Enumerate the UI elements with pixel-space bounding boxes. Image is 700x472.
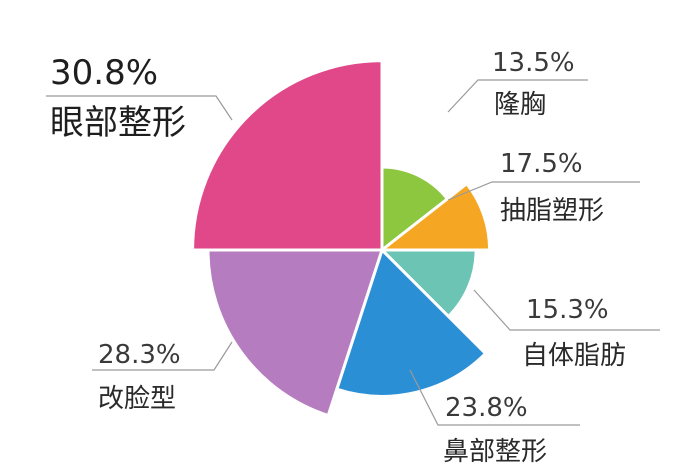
slice-labels: 13.5% 隆胸 17.5% 抽脂塑形 15.3% 自体脂肪 23.8% 鼻部整… <box>50 48 626 467</box>
slice-liposuction <box>377 181 492 252</box>
leader-line-liposuction <box>447 181 640 201</box>
name-label-breast: 隆胸 <box>494 90 546 120</box>
name-label-liposuction: 抽脂塑形 <box>500 196 604 226</box>
slice-eye-surgery <box>191 59 384 252</box>
name-label-face-contour: 改脸型 <box>98 384 176 414</box>
name-label-fat-graft: 自体脂肪 <box>522 341 626 371</box>
pct-label-fat-graft: 15.3% <box>526 295 609 325</box>
leader-line-eye-surgery <box>46 95 233 121</box>
name-label-eye-surgery: 眼部整形 <box>50 103 186 143</box>
pct-label-rhinoplasty: 23.8% <box>445 393 528 423</box>
leader-line-fat-graft <box>473 289 660 331</box>
slice-fat-graft <box>378 248 478 319</box>
slice-face-contour <box>206 248 385 418</box>
leader-lines <box>46 79 660 426</box>
slice-rhinoplasty <box>334 247 488 398</box>
slice-breast <box>380 165 450 254</box>
leader-line-rhinoplasty <box>409 369 580 426</box>
leader-line-face-contour <box>92 341 233 371</box>
pct-label-face-contour: 28.3% <box>98 340 181 370</box>
pct-label-liposuction: 17.5% <box>500 149 583 179</box>
leader-line-breast <box>447 79 588 113</box>
pie-slices <box>191 59 492 418</box>
pct-label-eye-surgery: 30.8% <box>50 53 158 93</box>
pct-label-breast: 13.5% <box>492 48 575 78</box>
name-label-rhinoplasty: 鼻部整形 <box>443 437 547 467</box>
